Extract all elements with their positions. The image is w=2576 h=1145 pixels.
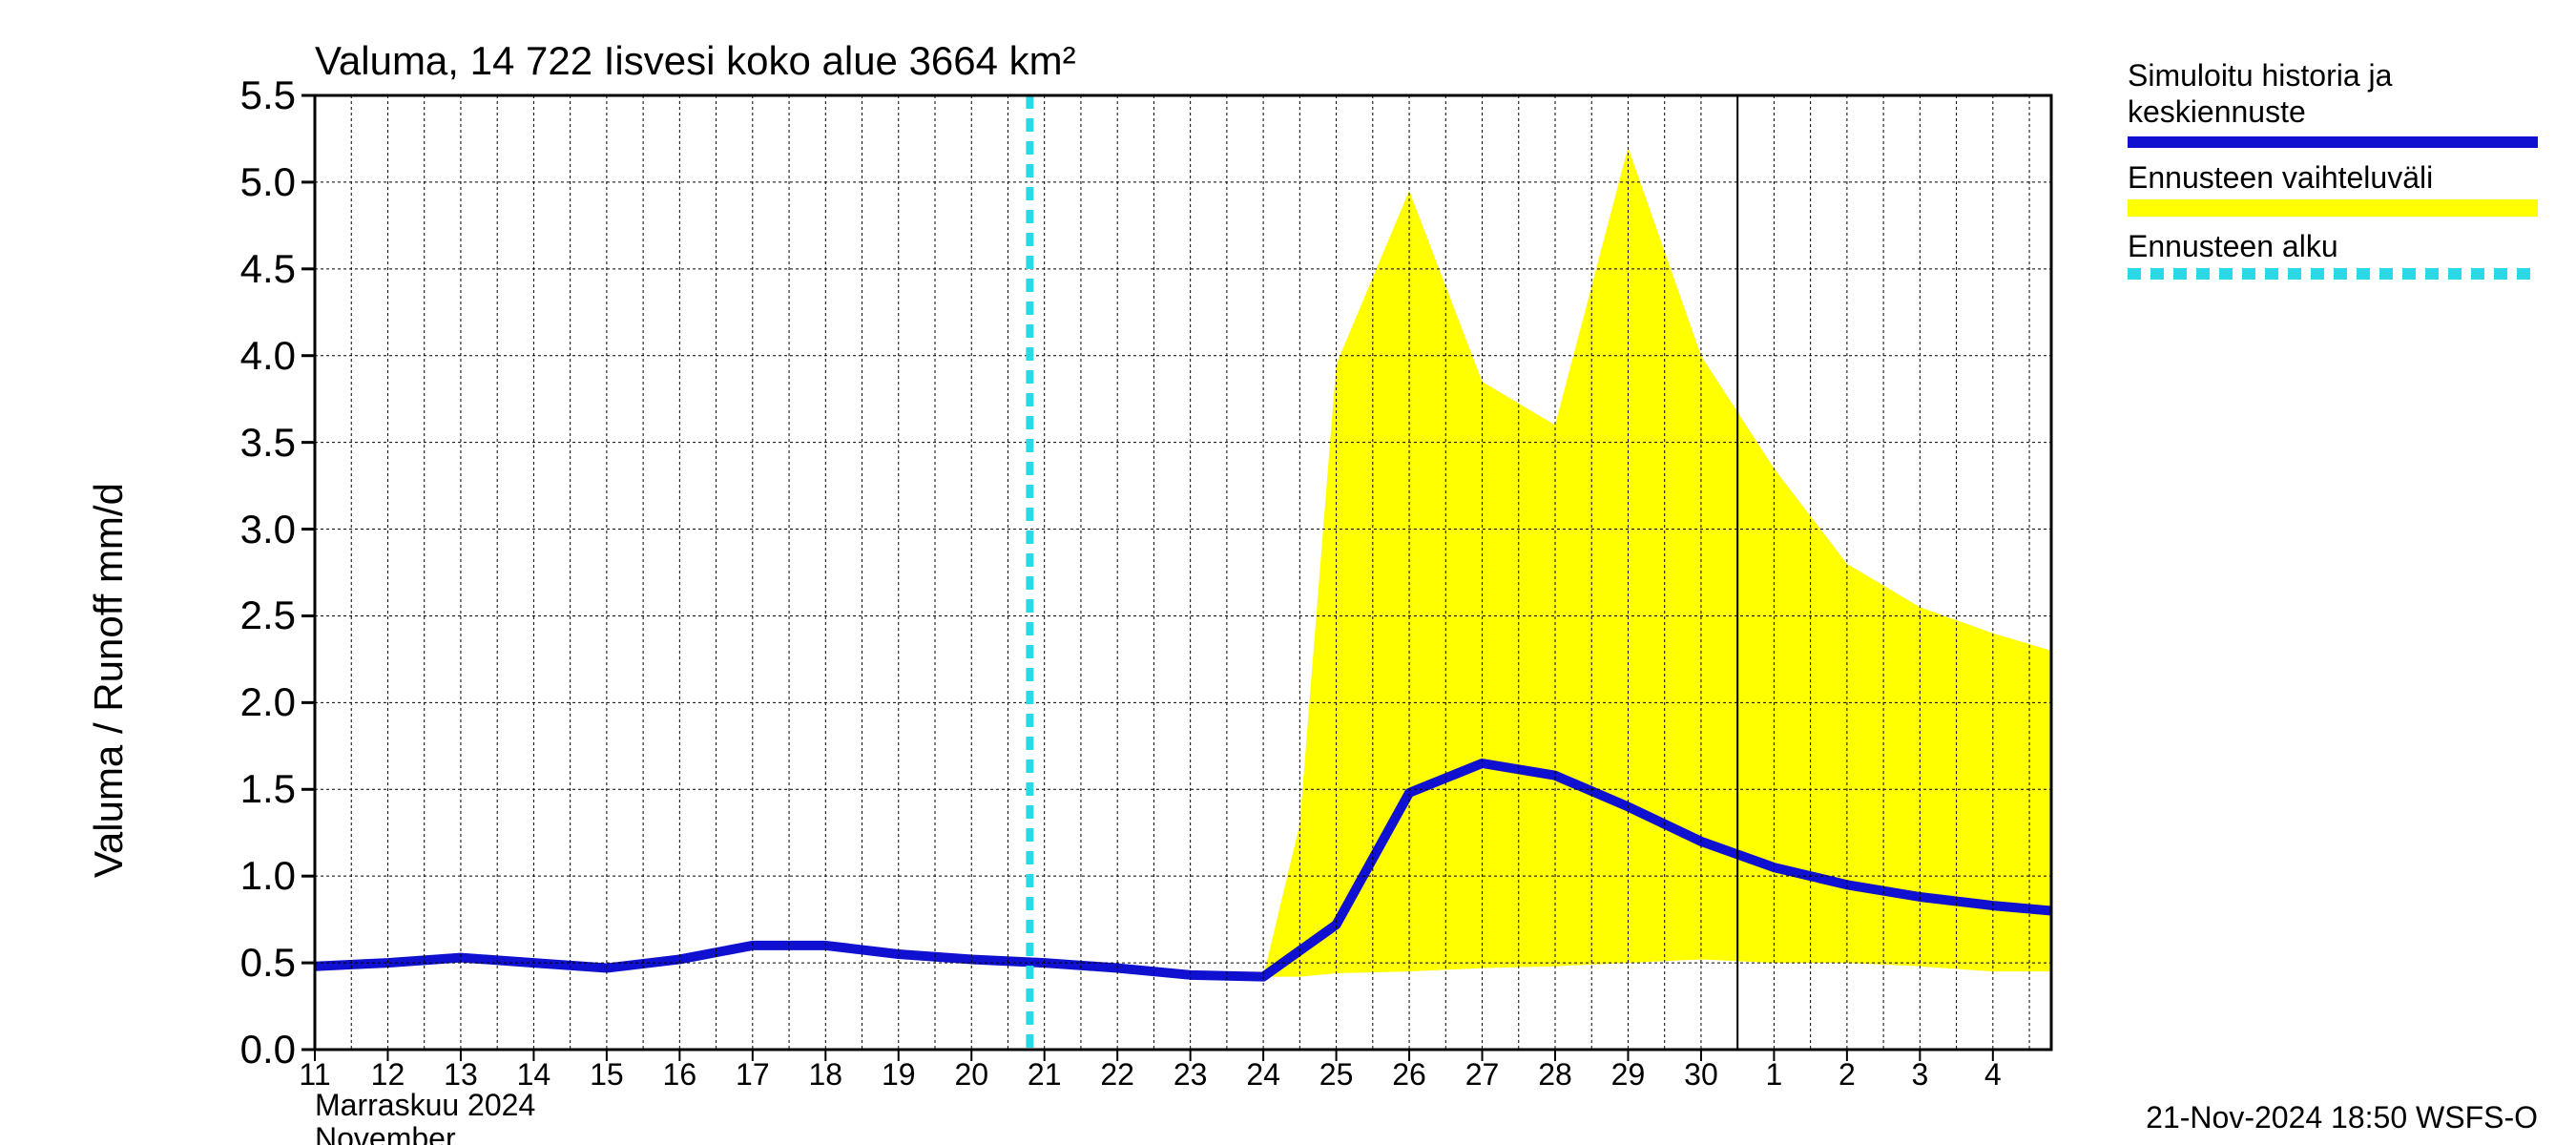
x-tick-label: 2	[1839, 1057, 1856, 1093]
y-tick-label: 2.5	[200, 593, 296, 638]
x-tick-label: 25	[1319, 1057, 1354, 1093]
x-tick-label: 3	[1911, 1057, 1928, 1093]
legend-item-history: Simuloitu historia ja keskiennuste	[2128, 57, 2538, 148]
legend-swatch-yellow	[2128, 199, 2538, 217]
x-tick-label: 27	[1465, 1057, 1500, 1093]
x-tick-label: 24	[1246, 1057, 1280, 1093]
x-tick-label: 4	[1984, 1057, 2002, 1093]
legend-item-forecast-start-text: Ennusteen alku	[2128, 228, 2538, 264]
x-tick-label: 18	[808, 1057, 842, 1093]
x-tick-label: 16	[663, 1057, 697, 1093]
legend-swatch-blue	[2128, 136, 2538, 148]
y-tick-label: 3.0	[200, 507, 296, 552]
x-tick-label: 28	[1538, 1057, 1572, 1093]
legend-item-range: Ennusteen vaihteluväli	[2128, 159, 2538, 217]
y-tick-label: 5.0	[200, 159, 296, 205]
x-tick-label: 19	[882, 1057, 916, 1093]
y-tick-label: 1.5	[200, 766, 296, 812]
x-tick-label: 23	[1174, 1057, 1208, 1093]
x-tick-label: 29	[1611, 1057, 1646, 1093]
legend-item-history-line1: Simuloitu historia ja	[2128, 57, 2538, 94]
y-axis-label: Valuma / Runoff mm/d	[86, 483, 132, 878]
y-tick-label: 4.0	[200, 333, 296, 379]
x-tick-label: 15	[590, 1057, 624, 1093]
legend-swatch-cyan	[2128, 265, 2538, 282]
x-tick-label: 22	[1100, 1057, 1134, 1093]
y-tick-label: 2.0	[200, 679, 296, 725]
legend: Simuloitu historia ja keskiennuste Ennus…	[2128, 57, 2538, 295]
y-tick-label: 5.5	[200, 73, 296, 118]
y-tick-label: 1.0	[200, 853, 296, 899]
y-tick-label: 0.5	[200, 940, 296, 986]
chart-title: Valuma, 14 722 Iisvesi koko alue 3664 km…	[315, 38, 1076, 84]
y-tick-label: 0.0	[200, 1027, 296, 1072]
x-tick-label: 26	[1392, 1057, 1426, 1093]
x-tick-label: 20	[954, 1057, 988, 1093]
plot-area	[315, 95, 2051, 1050]
x-tick-label: 21	[1028, 1057, 1062, 1093]
legend-item-range-text: Ennusteen vaihteluväli	[2128, 159, 2538, 196]
timestamp: 21-Nov-2024 18:50 WSFS-O	[2146, 1100, 2538, 1135]
y-tick-label: 3.5	[200, 420, 296, 466]
legend-item-forecast-start: Ennusteen alku	[2128, 228, 2538, 286]
x-tick-label: 1	[1766, 1057, 1783, 1093]
chart-container: Valuma, 14 722 Iisvesi koko alue 3664 km…	[0, 0, 2576, 1145]
x-tick-label: 17	[736, 1057, 770, 1093]
y-tick-label: 4.5	[200, 246, 296, 292]
x-tick-label: 30	[1684, 1057, 1718, 1093]
month-label-fi: Marraskuu 2024	[315, 1088, 535, 1123]
legend-item-history-line2: keskiennuste	[2128, 94, 2538, 130]
month-label-en: November	[315, 1121, 456, 1145]
